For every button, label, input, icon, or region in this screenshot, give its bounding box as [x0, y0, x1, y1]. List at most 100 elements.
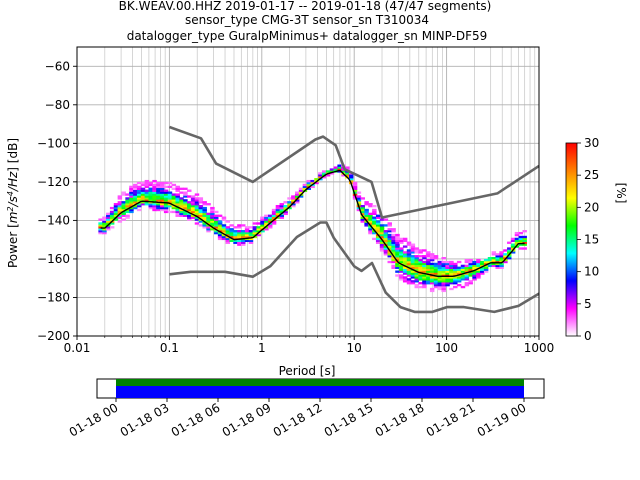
- psd-bin: [364, 212, 369, 216]
- psd-bin: [406, 258, 412, 262]
- psd-bin: [449, 287, 454, 291]
- psd-bin: [453, 268, 458, 271]
- psd-bin: [225, 231, 231, 235]
- psd-bin: [426, 276, 431, 279]
- psd-bin: [244, 231, 250, 235]
- psd-bin: [136, 199, 142, 202]
- psd-bin: [148, 189, 153, 192]
- psd-bin: [260, 226, 265, 229]
- psd-bin: [453, 285, 458, 289]
- psd-bin: [306, 183, 312, 187]
- psd-bin: [352, 181, 358, 185]
- psd-bin: [248, 237, 254, 241]
- psd-bin: [183, 199, 188, 202]
- psd-bin: [456, 276, 462, 279]
- psd-bin: [183, 204, 188, 208]
- psd-bin: [510, 239, 516, 242]
- psd-bin: [387, 241, 392, 244]
- psd-bin: [106, 228, 111, 231]
- psd-bin: [175, 195, 180, 198]
- psd-bin: [202, 201, 207, 204]
- psd-bin: [429, 270, 435, 273]
- psd-bin: [441, 260, 446, 264]
- psd-bin: [379, 231, 385, 235]
- psd-bin: [410, 266, 416, 269]
- psd-bin: [144, 181, 150, 185]
- psd-bin: [109, 212, 115, 216]
- psd-bin: [171, 203, 177, 206]
- psd-bin: [152, 193, 157, 196]
- timeline-tick-label: 01-18 06: [169, 400, 223, 439]
- psd-bin: [121, 191, 126, 194]
- psd-bin: [109, 216, 115, 219]
- psd-bin: [437, 270, 443, 273]
- psd-bin: [194, 193, 200, 196]
- psd-bin: [341, 170, 346, 173]
- psd-bin: [133, 185, 138, 189]
- psd-bin: [187, 195, 192, 198]
- psd-bin: [518, 241, 524, 244]
- psd-bin: [368, 228, 373, 231]
- psd-bin: [514, 237, 520, 241]
- psd-bin: [375, 220, 381, 223]
- psd-bin: [183, 201, 188, 204]
- psd-bin: [375, 222, 381, 225]
- psd-bin: [98, 231, 103, 235]
- psd-bin: [121, 214, 126, 217]
- psd-bin: [117, 201, 123, 204]
- psd-bin: [437, 280, 443, 283]
- psd-bin: [422, 249, 427, 252]
- psd-bin: [460, 276, 466, 279]
- psd-bin: [156, 191, 161, 194]
- psd-bin: [210, 218, 215, 221]
- psd-bin: [476, 270, 481, 273]
- psd-bin: [237, 233, 242, 237]
- psd-bin: [441, 264, 446, 268]
- psd-bin: [167, 210, 173, 214]
- psd-bin: [399, 276, 404, 279]
- psd-bin: [187, 216, 192, 219]
- colorbar-tick-label: 30: [584, 136, 599, 150]
- psd-bin: [503, 253, 508, 256]
- psd-bin: [167, 204, 173, 208]
- psd-bin: [183, 191, 188, 194]
- psd-bin: [129, 206, 134, 210]
- timeline-tick-label: 01-18 18: [373, 400, 427, 439]
- psd-bin: [510, 245, 516, 248]
- psd-bin: [352, 183, 358, 187]
- psd-bin: [468, 262, 473, 266]
- psd-bin: [429, 289, 435, 293]
- psd-bin: [214, 214, 219, 217]
- psd-bin: [445, 266, 450, 269]
- psd-bin: [221, 235, 227, 239]
- psd-bin: [453, 270, 458, 273]
- psd-bin: [337, 164, 342, 167]
- psd-bin: [156, 203, 161, 206]
- psd-bin: [406, 243, 412, 246]
- colorbar-label: [%]: [614, 183, 628, 204]
- psd-bin: [152, 179, 157, 183]
- psd-bin: [337, 168, 342, 171]
- psd-bin: [375, 239, 381, 242]
- psd-bin: [287, 206, 292, 210]
- psd-bin: [387, 247, 392, 250]
- psd-bin: [441, 278, 446, 281]
- psd-bin: [379, 230, 385, 233]
- psd-bin: [214, 230, 219, 233]
- psd-bin: [426, 272, 431, 275]
- psd-bin: [402, 237, 408, 241]
- x-tick-label: 100: [435, 341, 458, 355]
- psd-bin: [383, 237, 389, 241]
- psd-bin: [156, 185, 161, 189]
- psd-bin: [507, 257, 512, 260]
- psd-bin: [171, 210, 177, 214]
- psd-bin: [387, 228, 392, 231]
- psd-bin: [364, 201, 369, 204]
- psd-bin: [483, 268, 489, 271]
- psd-bin: [491, 262, 497, 266]
- psd-bin: [437, 276, 443, 279]
- psd-bin: [495, 253, 500, 256]
- psd-bin: [190, 210, 196, 214]
- psd-bin: [418, 262, 423, 266]
- psd-bin: [106, 216, 111, 219]
